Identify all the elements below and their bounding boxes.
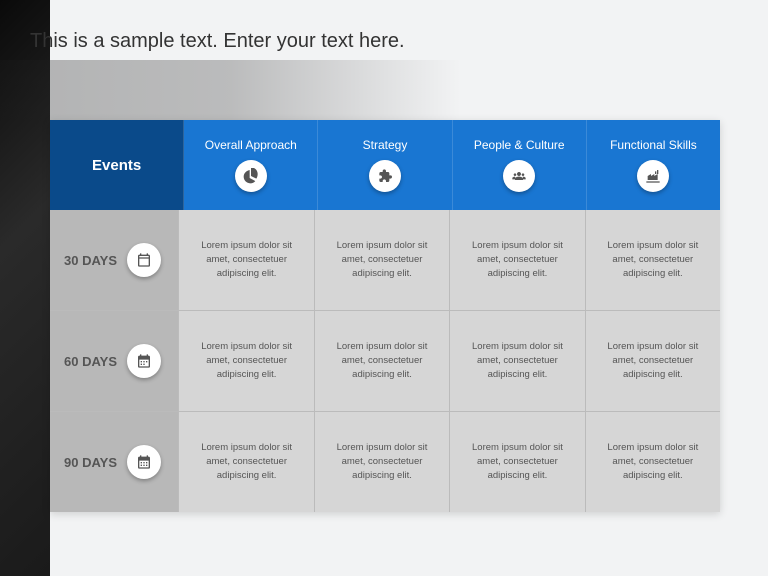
header-col-strategy: Strategy [318,120,452,210]
cell: Lorem ipsum dolor sit amet, consectetuer… [586,210,720,310]
cell: Lorem ipsum dolor sit amet, consectetuer… [179,311,314,411]
cell: Lorem ipsum dolor sit amet, consectetuer… [315,210,450,310]
row-label: 90 DAYS [64,455,117,470]
cell: Lorem ipsum dolor sit amet, consectetuer… [450,412,585,512]
row-header-60: 60 DAYS [50,311,179,411]
header-col-label: People & Culture [474,138,565,152]
factory-icon [637,160,669,192]
header-events: Events [50,120,184,210]
calendar-icon [127,243,161,277]
plan-table: Events Overall Approach Strategy People … [50,120,720,512]
header-col-functional: Functional Skills [587,120,720,210]
background-strip-top [0,60,768,120]
cell: Lorem ipsum dolor sit amet, consectetuer… [586,412,720,512]
header-col-approach: Overall Approach [184,120,318,210]
row-header-30: 30 DAYS [50,210,179,310]
row-label: 30 DAYS [64,253,117,268]
cell: Lorem ipsum dolor sit amet, consectetuer… [450,311,585,411]
calendar-icon [127,344,161,378]
people-icon [503,160,535,192]
pie-icon [235,160,267,192]
header-col-label: Overall Approach [205,138,297,152]
table-row: 30 DAYS Lorem ipsum dolor sit amet, cons… [50,210,720,311]
row-header-90: 90 DAYS [50,412,179,512]
table-row: 60 DAYS Lorem ipsum dolor sit amet, cons… [50,311,720,412]
cell: Lorem ipsum dolor sit amet, consectetuer… [315,412,450,512]
cell: Lorem ipsum dolor sit amet, consectetuer… [179,210,314,310]
header-col-people: People & Culture [453,120,587,210]
table-row: 90 DAYS Lorem ipsum dolor sit amet, cons… [50,412,720,512]
calendar-icon [127,445,161,479]
header-col-label: Functional Skills [610,138,697,152]
cell: Lorem ipsum dolor sit amet, consectetuer… [586,311,720,411]
header-row: Events Overall Approach Strategy People … [50,120,720,210]
page-title: This is a sample text. Enter your text h… [30,30,405,53]
cell: Lorem ipsum dolor sit amet, consectetuer… [450,210,585,310]
row-label: 60 DAYS [64,354,117,369]
header-events-label: Events [92,157,141,174]
cell: Lorem ipsum dolor sit amet, consectetuer… [315,311,450,411]
puzzle-icon [369,160,401,192]
cell: Lorem ipsum dolor sit amet, consectetuer… [179,412,314,512]
header-col-label: Strategy [363,138,408,152]
